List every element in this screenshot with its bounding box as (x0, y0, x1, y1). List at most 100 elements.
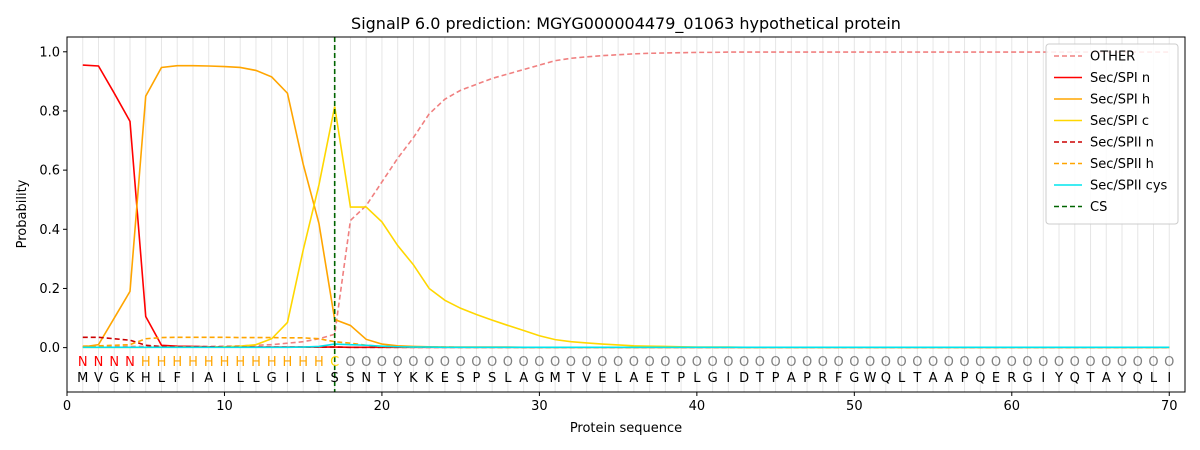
region-label: O (849, 355, 859, 370)
residue-letter: V (582, 371, 591, 386)
region-label: O (755, 355, 765, 370)
y-axis-label: Probability (15, 179, 30, 248)
residue-letter: P (772, 371, 780, 386)
residue-letter: R (818, 371, 827, 386)
region-label: O (629, 355, 639, 370)
region-label: O (739, 355, 749, 370)
series-line-sec-spi-n (82, 64, 1170, 349)
region-label: O (487, 355, 497, 370)
region-label: O (1038, 355, 1048, 370)
series-line-sec-spi-h (82, 64, 1170, 349)
x-axis-ticks: 0 10 20 30 40 50 60 70 (63, 392, 1178, 414)
residue-letter: G (534, 371, 544, 386)
region-label: O (692, 355, 702, 370)
residue-letter: S (457, 371, 465, 386)
region-label: O (660, 355, 670, 370)
region-label: C (330, 355, 339, 370)
series-line-other (82, 51, 1170, 348)
region-label: O (707, 355, 717, 370)
region-label: H (172, 355, 182, 370)
residue-letter: P (677, 371, 685, 386)
x-tick-label: 60 (1004, 399, 1021, 414)
legend-label: CS (1090, 200, 1107, 215)
region-label: O (1070, 355, 1080, 370)
residue-letter: E (992, 371, 1000, 386)
region-label: O (1148, 355, 1158, 370)
region-label: H (235, 355, 245, 370)
series-line-sec-spi-c (82, 106, 1170, 349)
residue-letter: S (331, 371, 339, 386)
residue-letter: R (1007, 371, 1016, 386)
residue-letter: D (739, 371, 749, 386)
region-label: O (345, 355, 355, 370)
residue-letter: A (629, 371, 638, 386)
region-label: O (424, 355, 434, 370)
residue-letter: A (929, 371, 938, 386)
residue-letter: M (77, 371, 88, 386)
region-label: H (283, 355, 293, 370)
legend-label: Sec/SPII cys (1090, 179, 1168, 194)
sequence-annotation: NMNVNGNKHHHLHFHIHAHIHLHLHGHIHIHLCSOSONOT… (77, 355, 1174, 386)
region-label: O (503, 355, 513, 370)
region-label: N (94, 355, 104, 370)
residue-letter: L (315, 371, 323, 386)
x-axis-label: Protein sequence (570, 421, 682, 436)
residue-letter: T (755, 371, 764, 386)
residue-letter: Y (1054, 371, 1063, 386)
region-label: O (1117, 355, 1127, 370)
region-label: O (975, 355, 985, 370)
residue-letter: Y (1117, 371, 1126, 386)
region-label: O (613, 355, 623, 370)
region-label: N (78, 355, 88, 370)
plot-frame (66, 36, 1186, 393)
region-label: O (770, 355, 780, 370)
x-tick-label: 0 (63, 399, 71, 414)
residue-letter: L (237, 371, 245, 386)
region-label: O (1164, 355, 1174, 370)
region-label: O (676, 355, 686, 370)
series-line-sec-spii-cys (82, 343, 1170, 349)
residue-letter: Q (975, 371, 985, 386)
residue-letter: E (598, 371, 606, 386)
region-label: O (1022, 355, 1032, 370)
legend: OTHER Sec/SPI n Sec/SPI h Sec/SPI c Sec/SPII… (1045, 43, 1179, 225)
legend-label: Sec/SPII h (1090, 157, 1154, 172)
region-label: H (204, 355, 214, 370)
residue-letter: P (472, 371, 480, 386)
region-label: O (912, 355, 922, 370)
legend-label: OTHER (1090, 50, 1135, 65)
residue-letter: I (301, 371, 305, 386)
legend-label: Sec/SPI h (1090, 93, 1150, 108)
region-label: O (833, 355, 843, 370)
region-label: O (1101, 355, 1111, 370)
residue-letter: W (864, 371, 877, 386)
region-label: H (267, 355, 277, 370)
x-tick-label: 30 (531, 399, 548, 414)
region-label: O (786, 355, 796, 370)
residue-letter: A (204, 371, 213, 386)
region-label: H (157, 355, 167, 370)
residue-letter: T (1086, 371, 1095, 386)
residue-letter: A (1102, 371, 1111, 386)
x-tick-label: 50 (846, 399, 863, 414)
region-label: O (582, 355, 592, 370)
region-label: N (109, 355, 119, 370)
residue-letter: K (126, 371, 135, 386)
residue-letter: I (1041, 371, 1045, 386)
region-label: N (125, 355, 135, 370)
region-label: O (1007, 355, 1017, 370)
region-label: O (1085, 355, 1095, 370)
x-tick-label: 10 (216, 399, 233, 414)
region-label: O (440, 355, 450, 370)
region-label: H (298, 355, 308, 370)
region-label: O (519, 355, 529, 370)
residue-letter: A (944, 371, 953, 386)
residue-letter: L (898, 371, 906, 386)
residue-letter: Q (881, 371, 891, 386)
chart-title: SignalP 6.0 prediction: MGYG000004479_01… (351, 14, 901, 34)
region-label: H (251, 355, 261, 370)
residue-letter: G (267, 371, 277, 386)
residue-letter: N (361, 371, 371, 386)
region-label: O (959, 355, 969, 370)
